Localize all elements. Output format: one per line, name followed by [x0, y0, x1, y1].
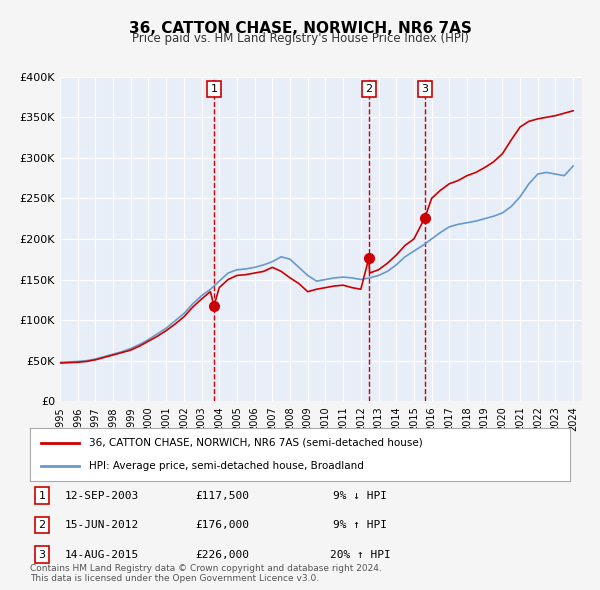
Text: 36, CATTON CHASE, NORWICH, NR6 7AS: 36, CATTON CHASE, NORWICH, NR6 7AS: [128, 21, 472, 35]
Text: 1: 1: [38, 491, 46, 500]
Text: 1: 1: [211, 84, 217, 94]
Text: 3: 3: [38, 550, 46, 559]
Text: 14-AUG-2015: 14-AUG-2015: [65, 550, 139, 559]
Text: 3: 3: [421, 84, 428, 94]
Text: 9% ↑ HPI: 9% ↑ HPI: [333, 520, 387, 530]
Text: Contains HM Land Registry data © Crown copyright and database right 2024.
This d: Contains HM Land Registry data © Crown c…: [30, 563, 382, 583]
Text: £176,000: £176,000: [195, 520, 249, 530]
Text: 15-JUN-2012: 15-JUN-2012: [65, 520, 139, 530]
Text: HPI: Average price, semi-detached house, Broadland: HPI: Average price, semi-detached house,…: [89, 461, 364, 471]
Text: 2: 2: [38, 520, 46, 530]
Text: 9% ↓ HPI: 9% ↓ HPI: [333, 491, 387, 500]
Text: 36, CATTON CHASE, NORWICH, NR6 7AS (semi-detached house): 36, CATTON CHASE, NORWICH, NR6 7AS (semi…: [89, 438, 423, 448]
Text: Price paid vs. HM Land Registry's House Price Index (HPI): Price paid vs. HM Land Registry's House …: [131, 32, 469, 45]
Text: 12-SEP-2003: 12-SEP-2003: [65, 491, 139, 500]
Text: 20% ↑ HPI: 20% ↑ HPI: [329, 550, 391, 559]
Text: £117,500: £117,500: [195, 491, 249, 500]
Text: 2: 2: [365, 84, 373, 94]
Text: £226,000: £226,000: [195, 550, 249, 559]
